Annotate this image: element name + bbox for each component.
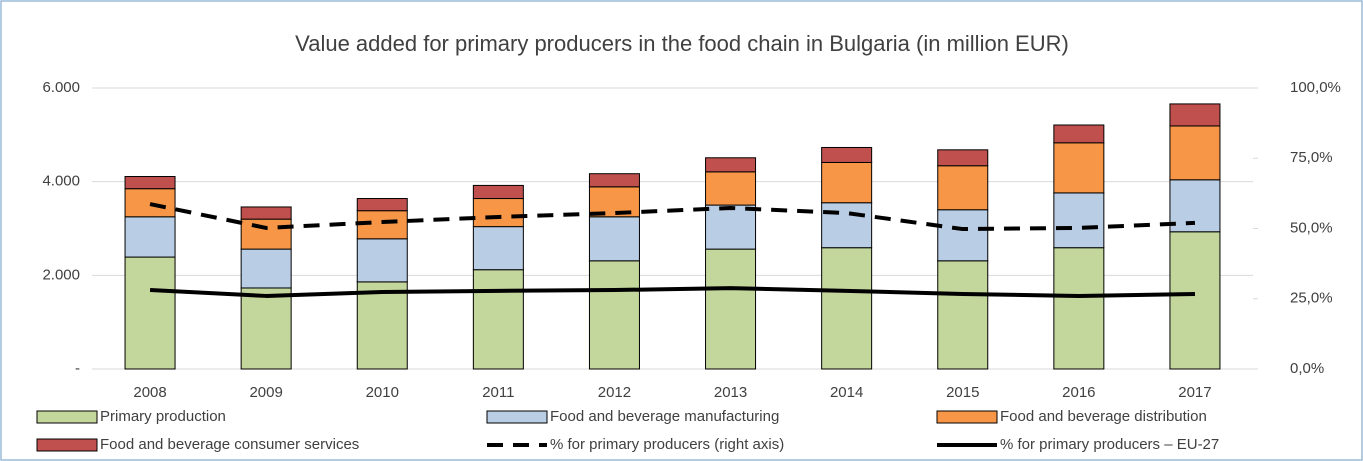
bar-segment: [240, 206, 292, 220]
bar-segment: [705, 248, 757, 370]
bar-segment: [1053, 124, 1105, 144]
x-tick-label: 2008: [133, 384, 166, 401]
y-tick-label: -: [75, 360, 80, 377]
line-series: [149, 202, 1196, 232]
y2-tick-label: 100,0%: [1290, 79, 1341, 96]
legend-swatch: [936, 410, 998, 424]
bar-segment: [472, 269, 524, 370]
bar-segment: [124, 256, 176, 370]
bar-segment: [356, 238, 408, 283]
bar-segment: [937, 165, 989, 211]
bar-segment: [1169, 125, 1221, 181]
bar-segment: [588, 216, 640, 262]
bar-segment: [240, 218, 292, 250]
bar-segment: [356, 281, 408, 370]
legend-swatch: [486, 410, 548, 424]
bar-segment: [1053, 142, 1105, 194]
y2-tick-label: 50,0%: [1290, 219, 1333, 236]
legend-label: Food and beverage manufacturing: [550, 408, 779, 425]
y2-tick-label: 75,0%: [1290, 149, 1333, 166]
legend-label: Primary production: [100, 408, 226, 425]
y-tick-label: 6.000: [42, 79, 80, 96]
bar-segment: [705, 171, 757, 206]
legend-swatch: [36, 438, 98, 452]
bar-segment: [937, 149, 989, 167]
legend-label: % for primary producers – EU-27: [1000, 436, 1219, 453]
bar-segment: [821, 146, 873, 163]
bar-segment: [472, 184, 524, 200]
bar-segment: [1169, 103, 1221, 127]
legend-label: Food and beverage consumer services: [100, 436, 359, 453]
bar-segment: [1169, 231, 1221, 370]
x-tick-label: 2009: [249, 384, 282, 401]
line-series: [149, 286, 1195, 298]
x-tick-label: 2017: [1178, 384, 1211, 401]
bar-segment: [472, 226, 524, 271]
bar-segment: [1053, 192, 1105, 249]
bar-segment: [356, 198, 408, 212]
bar-segment: [472, 198, 524, 228]
bar-segment: [588, 260, 640, 370]
y-tick-label: 4.000: [42, 173, 80, 190]
bar-segment: [124, 216, 176, 258]
bar-segment: [705, 204, 757, 250]
x-tick-label: 2016: [1062, 384, 1095, 401]
legend-swatch: [36, 410, 98, 424]
x-tick-label: 2011: [482, 384, 514, 401]
bar-segment: [588, 173, 640, 188]
bar-segment: [937, 209, 989, 262]
x-tick-label: 2012: [598, 384, 631, 401]
bar-segment: [124, 176, 176, 190]
y-tick-label: 2.000: [42, 266, 80, 283]
legend-label: Food and beverage distribution: [1000, 408, 1207, 425]
bar-segment: [821, 161, 873, 204]
bar-segment: [240, 287, 292, 370]
bar-segment: [937, 260, 989, 370]
bar-segment: [240, 248, 292, 289]
x-tick-label: 2014: [830, 384, 863, 401]
bar-segment: [821, 247, 873, 370]
bar-segment: [124, 188, 176, 218]
bar-segment: [821, 202, 873, 249]
x-tick-label: 2010: [366, 384, 399, 401]
x-tick-label: 2015: [946, 384, 979, 401]
chart-title: Value added for primary producers in the…: [295, 31, 1069, 56]
y2-tick-label: 0,0%: [1290, 360, 1324, 377]
bar-segment: [1053, 247, 1105, 370]
y2-tick-label: 25,0%: [1290, 290, 1333, 307]
legend-label: % for primary producers (right axis): [550, 436, 784, 453]
x-tick-label: 2013: [714, 384, 747, 401]
bar-segment: [705, 157, 757, 173]
